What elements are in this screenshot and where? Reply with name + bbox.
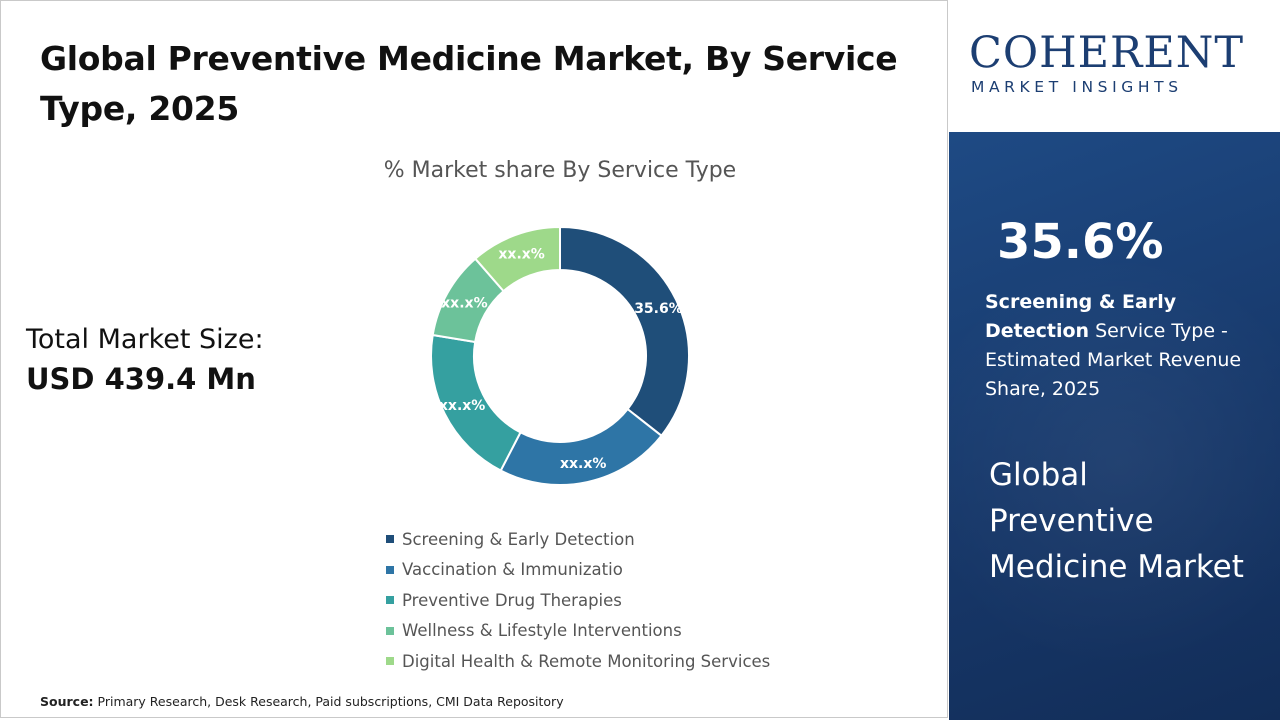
- donut-chart: 35.6% xx.x% xx.x% xx.x% xx.x%: [430, 225, 690, 486]
- donut-slice-5: [473, 225, 561, 293]
- slice-label-4: xx.x%: [441, 296, 487, 312]
- logo-tagline: MARKET INSIGHTS: [971, 78, 1183, 96]
- page-title: Global Preventive Medicine Market, By Se…: [40, 39, 898, 128]
- total-market-label: Total Market Size:: [26, 324, 264, 355]
- legend-swatch: [386, 596, 394, 605]
- side-column: COHERENT MARKET INSIGHTS 35.6% Screening…: [949, 0, 1280, 720]
- legend-swatch: [386, 535, 394, 544]
- source-note: Source: Primary Research, Desk Research,…: [40, 694, 564, 709]
- legend-swatch: [386, 657, 394, 666]
- highlight-panel: 35.6% Screening & Early Detection Servic…: [949, 132, 1280, 720]
- legend-label: Digital Health & Remote Monitoring Servi…: [402, 651, 771, 671]
- highlight-segment: Screening & Early Detection: [985, 291, 1177, 342]
- slice-label-3: xx.x%: [439, 398, 485, 414]
- source-text: Primary Research, Desk Research, Paid su…: [97, 694, 564, 709]
- slice-label-2: xx.x%: [560, 456, 606, 472]
- slice-label-1: 35.6%: [634, 301, 683, 317]
- total-market-value: USD 439.4 Mn: [26, 362, 256, 396]
- legend-item: Wellness & Lifestyle Interventions: [386, 616, 770, 647]
- source-label: Source:: [40, 694, 94, 709]
- chart-title: % Market share By Service Type: [383, 158, 737, 183]
- legend-swatch: [386, 565, 394, 574]
- highlight-description: Screening & Early Detection Service Type…: [985, 288, 1255, 404]
- logo-wordmark: COHERENT: [969, 28, 1245, 78]
- legend-swatch: [386, 626, 394, 635]
- donut-slice-1: [559, 225, 690, 438]
- legend-label: Preventive Drug Therapies: [402, 590, 622, 610]
- logo: COHERENT MARKET INSIGHTS: [949, 0, 1280, 132]
- legend-item: Preventive Drug Therapies: [386, 585, 770, 616]
- legend-label: Screening & Early Detection: [402, 529, 635, 549]
- slice-label-5: xx.x%: [498, 246, 544, 262]
- legend-label: Wellness & Lifestyle Interventions: [402, 621, 682, 641]
- market-name: Global Preventive Medicine Market: [989, 457, 1244, 585]
- chart-legend: Screening & Early Detection Vaccination &…: [386, 524, 770, 677]
- legend-label: Vaccination & Immunizatio: [402, 560, 623, 580]
- donut-slice-2: [499, 407, 663, 486]
- highlight-description-rest: Service Type - Estimated Market Revenue …: [985, 320, 1242, 400]
- legend-item: Screening & Early Detection: [386, 524, 770, 555]
- legend-item: Digital Health & Remote Monitoring Servi…: [386, 646, 770, 677]
- highlight-percentage: 35.6%: [997, 214, 1164, 270]
- legend-item: Vaccination & Immunizatio: [386, 555, 770, 586]
